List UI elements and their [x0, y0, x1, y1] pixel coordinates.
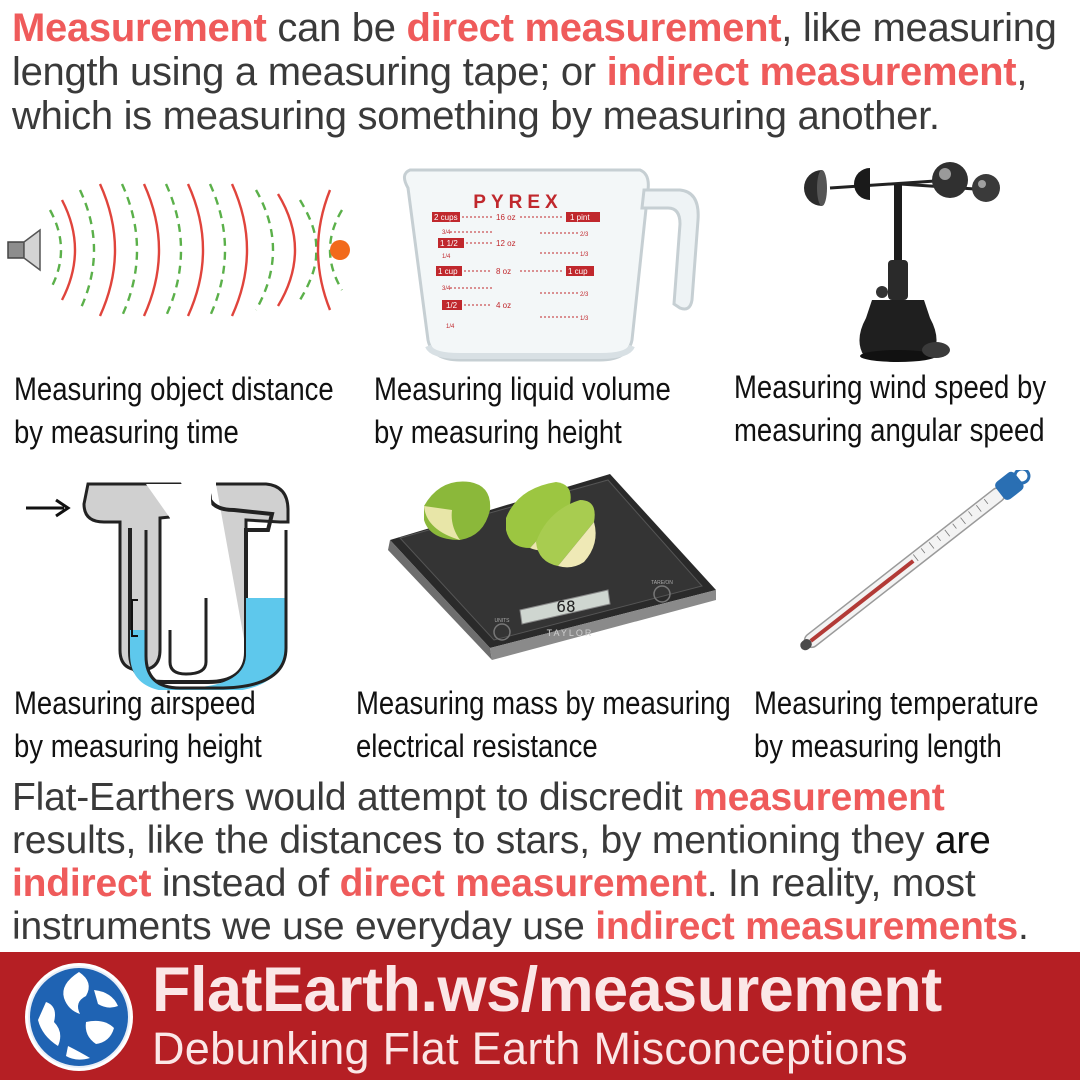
thermometer-icon — [800, 470, 1031, 651]
svg-text:TARE/ON: TARE/ON — [651, 580, 673, 586]
footer-url[interactable]: FlatEarth.ws/measurement — [152, 955, 942, 1025]
outro-text-1: Flat-Earthers would attempt to discredit — [12, 776, 694, 819]
intro-keyword-indirect: indirect measurement — [606, 50, 1017, 94]
svg-text:1/3: 1/3 — [580, 252, 589, 258]
thermometer-cell: Measuring temperature by measuring lengt… — [740, 470, 1080, 770]
intro-keyword-measurement: Measurement — [12, 6, 267, 50]
intro-keyword-direct: direct measurement — [406, 6, 782, 50]
svg-text:1/4: 1/4 — [442, 254, 451, 260]
svg-text:1 cup: 1 cup — [438, 267, 458, 276]
arrow-right-icon — [26, 498, 71, 518]
svg-text:16 oz: 16 oz — [496, 213, 516, 222]
scale-brand: TAYLOR — [547, 628, 594, 638]
caption-pitot: Measuring airspeed by measuring height — [14, 685, 262, 764]
outro-text-5: . — [1018, 905, 1029, 948]
svg-text:1 1/2: 1 1/2 — [440, 239, 458, 248]
footer-banner: FlatEarth.ws/measurement Debunking Flat … — [0, 952, 1080, 1080]
svg-text:12 oz: 12 oz — [496, 239, 516, 248]
caption-anemometer: Measuring wind speed by measuring angula… — [734, 369, 1047, 448]
outro-keyword-direct: direct measurement — [339, 862, 707, 905]
svg-text:1/4: 1/4 — [446, 324, 455, 330]
pitot-manometer-icon — [26, 482, 290, 690]
measuring-cup-cell: PYREX 2 cups 16 oz 1 pint 3/4 2/3 1 1/2 … — [360, 160, 720, 450]
svg-text:UNITS: UNITS — [495, 618, 511, 624]
tare-button[interactable] — [653, 585, 671, 603]
kitchen-scale-cell: 68 TAYLOR UNITS TARE/ON Measuring mass b… — [350, 470, 731, 770]
anemometer-cell: Measuring wind speed by measuring angula… — [720, 150, 1080, 448]
anemometer-icon — [804, 162, 1000, 362]
svg-text:4 oz: 4 oz — [496, 301, 511, 310]
intro-paragraph: Measurement can be direct measurement, l… — [12, 6, 1072, 138]
intro-text-3: , which is measuring something by measur… — [12, 50, 1028, 138]
scale-display: 68 — [556, 597, 575, 616]
sonar-cell: Measuring object distance by measuring t… — [0, 170, 360, 450]
svg-text:1 cup: 1 cup — [568, 267, 588, 276]
globe-logo-icon — [25, 963, 133, 1071]
outro-text-4: . In reality, most instruments we use ev… — [12, 862, 976, 948]
svg-text:1/2: 1/2 — [446, 301, 458, 310]
svg-text:2/3: 2/3 — [580, 232, 589, 238]
pitot-cell: Measuring airspeed by measuring height — [0, 470, 360, 770]
outro-text-3: instead of — [151, 862, 340, 905]
sonar-diagram-icon — [7, 183, 350, 317]
caption-measuring-cup: Measuring liquid volume by measuring hei… — [374, 371, 671, 450]
footer-tagline: Debunking Flat Earth Misconceptions — [152, 1023, 908, 1074]
intro-text-2: , like measuring length using a measurin… — [12, 6, 1057, 94]
outro-text-2: results, like the distances to stars, by… — [12, 819, 935, 862]
svg-text:2/3: 2/3 — [580, 292, 589, 298]
caption-sonar: Measuring object distance by measuring t… — [14, 371, 334, 450]
intro-text-1: can be — [266, 6, 407, 50]
outro-text-are: are — [934, 819, 991, 862]
caption-thermometer: Measuring temperature by measuring lengt… — [754, 685, 1039, 764]
svg-text:1/3: 1/3 — [580, 316, 589, 322]
caption-kitchen-scale: Measuring mass by measuring electrical r… — [356, 685, 731, 764]
svg-text:8 oz: 8 oz — [496, 267, 511, 276]
cup-brand: PYREX — [473, 192, 562, 213]
outro-paragraph: Flat-Earthers would attempt to discredit… — [12, 776, 1076, 948]
measuring-cup-icon: PYREX 2 cups 16 oz 1 pint 3/4 2/3 1 1/2 … — [403, 168, 700, 362]
outro-keyword-indirect: indirect — [12, 862, 152, 905]
svg-text:1 pint: 1 pint — [570, 213, 590, 222]
units-button[interactable] — [493, 623, 511, 641]
kitchen-scale-icon: 68 TAYLOR UNITS TARE/ON — [388, 474, 716, 660]
apple-slices-icon — [424, 481, 596, 568]
outro-keyword-indirect-measurements: indirect measurements — [595, 905, 1019, 948]
outro-keyword-measurement: measurement — [693, 776, 945, 819]
svg-text:3/4: 3/4 — [442, 286, 451, 292]
svg-text:2 cups: 2 cups — [434, 213, 458, 222]
svg-text:3/4: 3/4 — [442, 230, 451, 236]
